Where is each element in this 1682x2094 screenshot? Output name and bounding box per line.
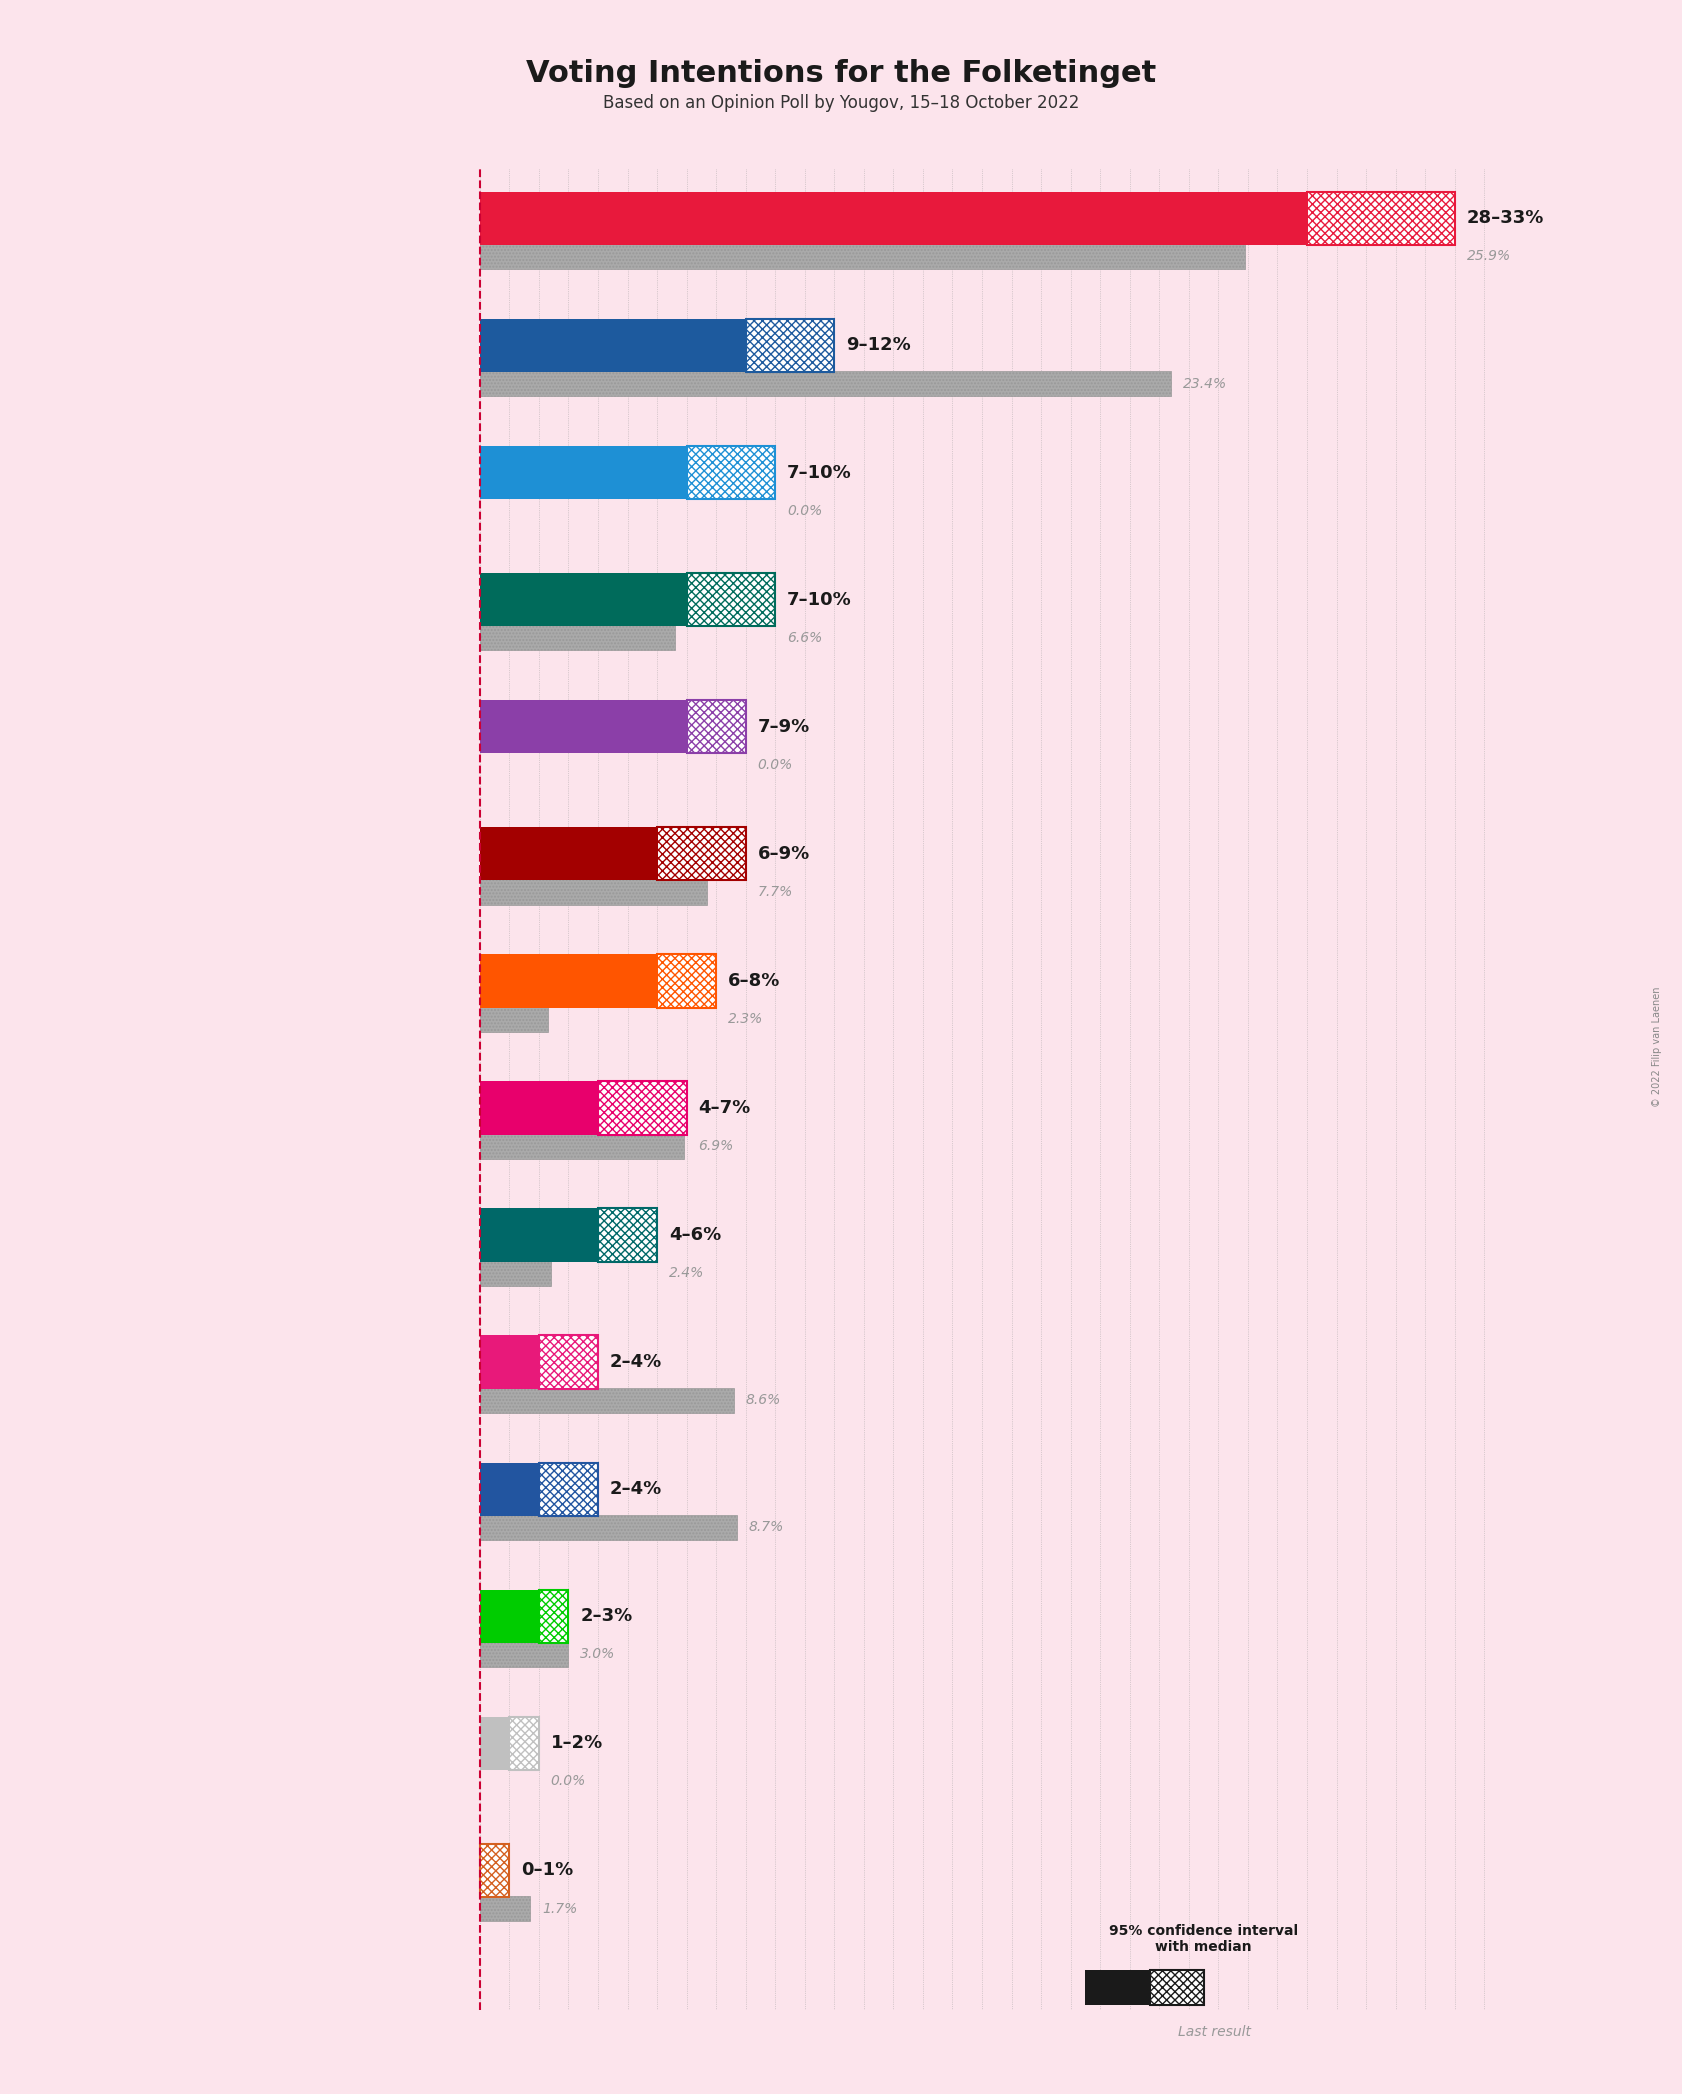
Bar <box>658 955 717 1007</box>
Bar <box>479 1589 538 1644</box>
Text: 4–7%: 4–7% <box>698 1099 750 1116</box>
Bar <box>479 1514 737 1539</box>
Text: 28–33%: 28–33% <box>1467 209 1544 228</box>
Text: 23.4%: 23.4% <box>1182 377 1228 392</box>
Bar <box>1307 193 1455 245</box>
Bar <box>479 1388 733 1413</box>
Bar <box>479 955 658 1007</box>
Bar <box>479 446 686 498</box>
Bar <box>538 1462 599 1516</box>
Bar <box>479 371 1171 396</box>
Bar <box>479 243 1245 270</box>
Text: 3.0%: 3.0% <box>580 1648 616 1661</box>
Text: 2.3%: 2.3% <box>728 1011 764 1026</box>
Text: 6–9%: 6–9% <box>757 844 809 863</box>
Bar <box>538 1462 599 1516</box>
Text: 9–12%: 9–12% <box>846 337 912 354</box>
Bar <box>479 1895 530 1922</box>
Bar <box>658 827 745 879</box>
Bar <box>658 827 745 879</box>
Bar <box>745 318 834 373</box>
Text: 95% confidence interval
with median: 95% confidence interval with median <box>1108 1924 1299 1954</box>
Bar <box>479 1081 599 1135</box>
Bar <box>686 699 745 754</box>
Bar <box>479 1462 538 1516</box>
Bar <box>479 1208 599 1263</box>
Bar <box>510 1717 538 1769</box>
Bar <box>479 1133 683 1158</box>
Bar <box>686 699 745 754</box>
Bar <box>479 1261 550 1286</box>
Bar <box>479 1336 538 1388</box>
Text: Based on an Opinion Poll by Yougov, 15–18 October 2022: Based on an Opinion Poll by Yougov, 15–1… <box>602 94 1080 111</box>
Text: 7–10%: 7–10% <box>787 591 851 609</box>
Text: 0–1%: 0–1% <box>521 1862 574 1880</box>
Bar <box>479 624 674 651</box>
Text: © 2022 Filip van Laenen: © 2022 Filip van Laenen <box>1652 986 1662 1108</box>
Text: 2–4%: 2–4% <box>611 1353 663 1372</box>
Bar <box>686 574 775 626</box>
Text: 8.6%: 8.6% <box>745 1393 780 1407</box>
Bar <box>538 1336 599 1388</box>
Bar <box>479 1007 548 1032</box>
Text: 4–6%: 4–6% <box>669 1225 722 1244</box>
Bar <box>538 1589 569 1644</box>
Text: 7–10%: 7–10% <box>787 463 851 482</box>
Bar <box>479 699 686 754</box>
Bar <box>1085 1970 1150 2006</box>
Bar <box>479 1717 510 1769</box>
Bar <box>479 1843 510 1897</box>
Text: Voting Intentions for the Folketinget: Voting Intentions for the Folketinget <box>526 59 1156 88</box>
Text: 0.0%: 0.0% <box>787 505 822 517</box>
Text: 8.7%: 8.7% <box>748 1520 784 1535</box>
Bar <box>745 318 834 373</box>
Bar <box>538 1336 599 1388</box>
Bar <box>599 1208 658 1263</box>
Text: 2.4%: 2.4% <box>669 1267 705 1279</box>
Text: 0.0%: 0.0% <box>757 758 792 773</box>
Text: 2–3%: 2–3% <box>580 1608 632 1625</box>
Text: 2–4%: 2–4% <box>611 1480 663 1497</box>
Text: 6.9%: 6.9% <box>698 1139 733 1154</box>
Bar <box>479 318 745 373</box>
Text: 7–9%: 7–9% <box>757 718 809 735</box>
Bar <box>658 955 717 1007</box>
Bar <box>599 1208 658 1263</box>
Bar <box>1150 1970 1204 2006</box>
Bar <box>479 879 708 905</box>
Bar <box>599 1081 686 1135</box>
Text: 6.6%: 6.6% <box>787 630 822 645</box>
Bar <box>1307 193 1455 245</box>
Bar <box>686 446 775 498</box>
Text: 1–2%: 1–2% <box>550 1734 602 1753</box>
Text: 6–8%: 6–8% <box>728 972 780 990</box>
Text: 1.7%: 1.7% <box>542 1901 577 1916</box>
Bar <box>479 574 686 626</box>
Bar <box>686 446 775 498</box>
Text: Last result: Last result <box>1179 2025 1251 2040</box>
Bar <box>479 193 1307 245</box>
Bar <box>479 827 658 879</box>
Bar <box>538 1589 569 1644</box>
Bar <box>686 574 775 626</box>
Bar <box>1085 2021 1174 2044</box>
Bar <box>479 1642 569 1667</box>
Bar <box>510 1717 538 1769</box>
Text: 7.7%: 7.7% <box>757 886 792 898</box>
Bar <box>599 1081 686 1135</box>
Text: 0.0%: 0.0% <box>550 1774 585 1788</box>
Bar <box>479 1843 510 1897</box>
Bar <box>1150 1970 1204 2006</box>
Text: 25.9%: 25.9% <box>1467 249 1510 264</box>
